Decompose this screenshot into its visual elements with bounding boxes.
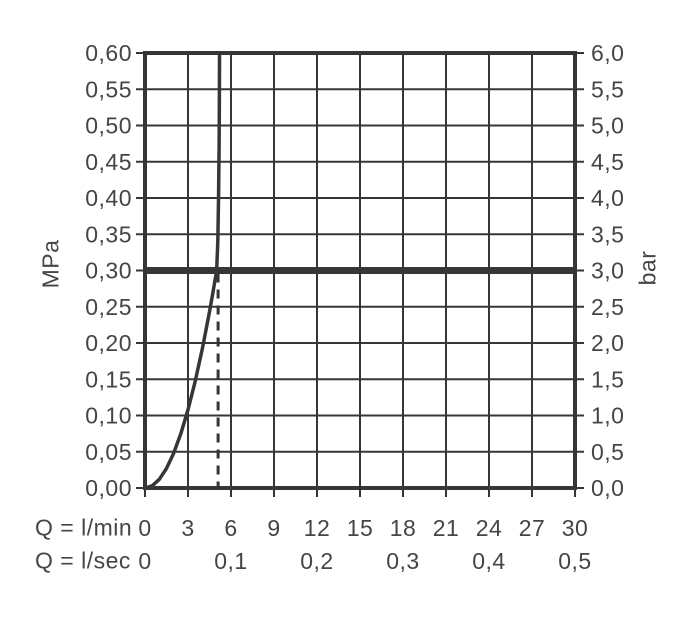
lmin-tick-label: 15	[347, 515, 374, 541]
lmin-tick-label: 6	[224, 515, 237, 541]
lmin-tick-label: 27	[519, 515, 546, 541]
lmin-tick-label: 9	[267, 515, 280, 541]
mpa-tick-label: 0,25	[85, 294, 132, 320]
bar-tick-label: 0,0	[591, 475, 624, 501]
mpa-tick-label: 0,40	[85, 185, 132, 211]
mpa-tick-label: 0,50	[85, 113, 132, 139]
mpa-tick-label: 0,60	[85, 40, 132, 66]
lmin-tick-label: 0	[138, 515, 151, 541]
lmin-tick-label: 24	[476, 515, 503, 541]
grid-lines	[136, 52, 584, 497]
y-axis-left-tick-labels: 0,00 0,05 0,10 0,15 0,20 0,25 0,30 0,35 0,40 0,45…	[85, 40, 132, 501]
x-axis-secondary-tick-labels: 0 0,1 0,2 0,3 0,4 0,5	[138, 548, 591, 574]
bar-tick-label: 2,0	[591, 330, 624, 356]
lmin-tick-label: 18	[390, 515, 417, 541]
lmin-tick-label: 3	[181, 515, 194, 541]
flow-characteristic-curve	[143, 51, 222, 490]
bar-tick-label: 3,0	[591, 258, 624, 284]
y-axis-right-tick-labels: 0,0 0,5 1,0 1,5 2,0 2,5 3,0 3,5 4,0 4,5 5,0 5,5 6,0	[591, 40, 624, 501]
bar-tick-label: 2,5	[591, 294, 624, 320]
lsec-tick-label: 0,5	[558, 548, 591, 574]
bar-tick-label: 6,0	[591, 40, 624, 66]
bar-tick-label: 3,5	[591, 221, 624, 247]
mpa-tick-label: 0,05	[85, 439, 132, 465]
mpa-tick-label: 0,30	[85, 258, 132, 284]
x-axis-secondary-unit-label: Q = l/sec	[35, 547, 131, 574]
y-axis-left-title-mpa: MPa	[37, 239, 64, 289]
x-axis-tick-labels: 0 3 6 9 12 15 18 21 24 27 30	[138, 515, 589, 541]
y-axis-right-title-bar: bar	[634, 250, 661, 286]
lsec-tick-label: 0,2	[300, 548, 333, 574]
bar-tick-label: 5,0	[591, 113, 624, 139]
bar-tick-label: 1,5	[591, 366, 624, 392]
bar-tick-label: 1,0	[591, 403, 624, 429]
lmin-tick-label: 12	[304, 515, 331, 541]
x-axis-primary-unit-label: Q = l/min	[35, 514, 133, 541]
bar-tick-label: 5,5	[591, 76, 624, 102]
mpa-tick-label: 0,15	[85, 366, 132, 392]
mpa-tick-label: 0,55	[85, 76, 132, 102]
lsec-tick-label: 0,4	[472, 548, 505, 574]
bar-tick-label: 4,0	[591, 185, 624, 211]
mpa-tick-label: 0,00	[85, 475, 132, 501]
mpa-tick-label: 0,10	[85, 403, 132, 429]
bar-tick-label: 4,5	[591, 149, 624, 175]
lsec-tick-label: 0	[138, 548, 151, 574]
lmin-tick-label: 30	[562, 515, 589, 541]
bar-tick-label: 0,5	[591, 439, 624, 465]
lmin-tick-label: 21	[433, 515, 460, 541]
mpa-tick-label: 0,20	[85, 330, 132, 356]
mpa-tick-label: 0,45	[85, 149, 132, 175]
lsec-tick-label: 0,3	[386, 548, 419, 574]
lsec-tick-label: 0,1	[214, 548, 247, 574]
mpa-tick-label: 0,35	[85, 221, 132, 247]
